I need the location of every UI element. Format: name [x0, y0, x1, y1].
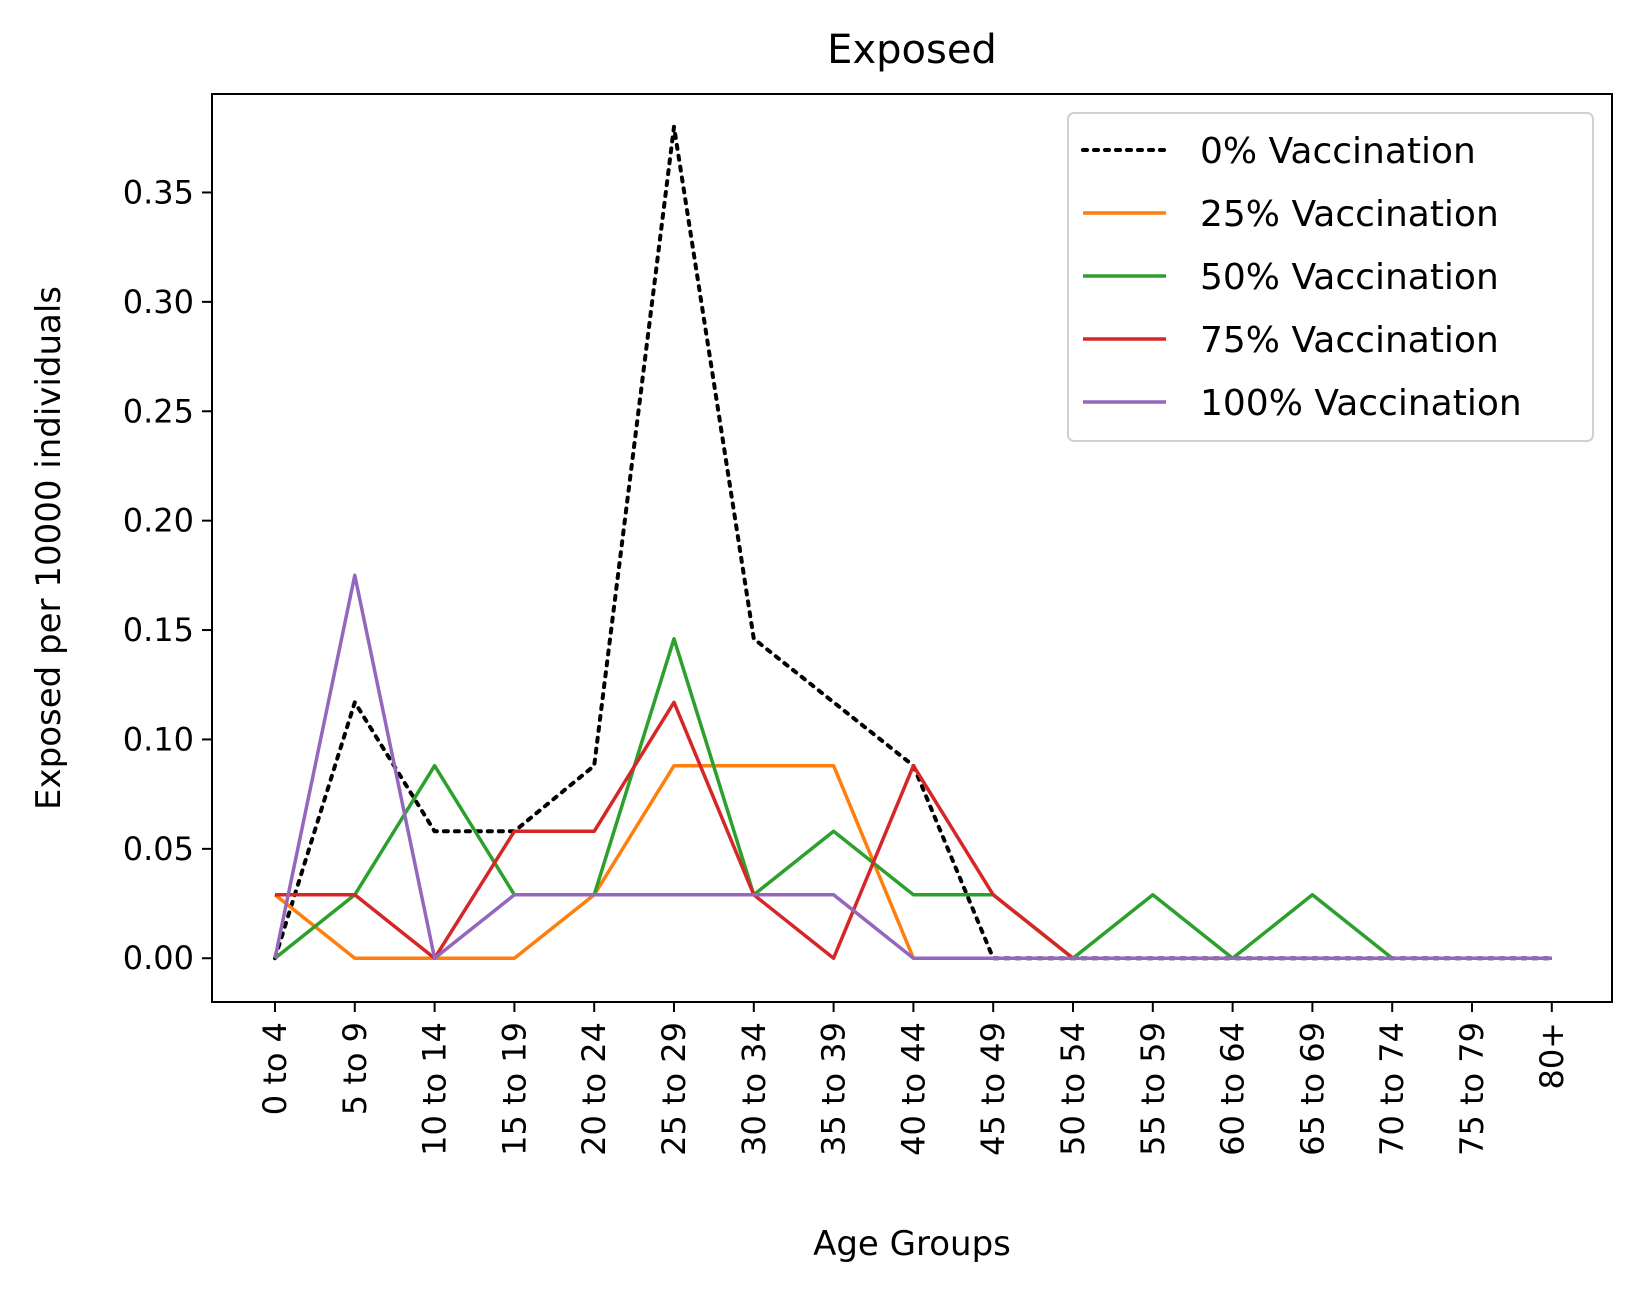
x-tick-label: 40 to 44: [894, 1022, 932, 1156]
x-tick-label: 25 to 29: [655, 1022, 693, 1156]
x-tick-label: 50 to 54: [1054, 1022, 1092, 1156]
plot-frame: [211, 93, 1613, 1003]
legend-label: 50% Vaccination: [1200, 257, 1499, 298]
x-tick-label: 10 to 14: [416, 1022, 454, 1156]
legend-label: 0% Vaccination: [1200, 131, 1476, 172]
x-tick-label: 65 to 69: [1293, 1022, 1331, 1156]
x-axis-label: Age Groups: [813, 1224, 1011, 1264]
y-tick-label: 0.15: [123, 611, 194, 649]
series-line-4: [273, 573, 1552, 960]
y-axis-label: Exposed per 10000 individuals: [29, 286, 69, 810]
x-axis: 0 to 4 5 to 9 10 to 14 15 to 19 20 to 24 25 t…: [256, 1002, 1571, 1156]
x-tick-label: 70 to 74: [1373, 1022, 1411, 1156]
x-tick-label: 55 to 59: [1134, 1022, 1172, 1156]
chart-title: Exposed: [827, 27, 997, 73]
y-tick-label: 0.05: [123, 830, 194, 868]
y-axis: 0.00 0.05 0.10 0.15 0.20 0.25 0.30 0.35: [123, 173, 212, 977]
y-tick-label: 0.20: [123, 502, 194, 540]
legend-label: 100% Vaccination: [1200, 383, 1522, 424]
x-tick-label: 0 to 4: [256, 1022, 294, 1115]
legend-label: 25% Vaccination: [1200, 194, 1499, 235]
series-line-2: [273, 637, 1552, 960]
x-tick-label: 35 to 39: [815, 1022, 853, 1156]
x-tick-label: 80+: [1533, 1022, 1571, 1090]
x-tick-label: 15 to 19: [495, 1022, 533, 1156]
legend-label: 75% Vaccination: [1200, 320, 1499, 361]
y-tick-label: 0.00: [123, 939, 194, 977]
y-tick-label: 0.30: [123, 283, 194, 321]
x-tick-label: 20 to 24: [575, 1022, 613, 1156]
x-tick-label: 30 to 34: [735, 1022, 773, 1156]
x-tick-label: 60 to 64: [1214, 1022, 1252, 1156]
y-tick-label: 0.35: [123, 173, 194, 211]
x-tick-label: 45 to 49: [974, 1022, 1012, 1156]
y-tick-label: 0.25: [123, 392, 194, 430]
series-layer: [273, 124, 1554, 961]
x-tick-label: 75 to 79: [1453, 1022, 1491, 1156]
y-tick-label: 0.10: [123, 720, 194, 758]
x-tick-label: 5 to 9: [336, 1022, 374, 1115]
legend: 0% Vaccination 25% Vaccination 50% Vaccina…: [1067, 112, 1594, 442]
legend-frame: [1067, 112, 1594, 442]
